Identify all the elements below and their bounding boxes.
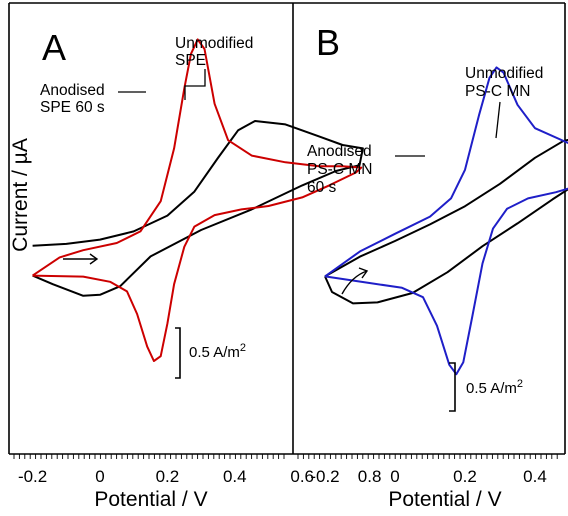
panel-a-curves bbox=[32, 38, 364, 362]
x-tick-label: 0.6 bbox=[290, 467, 314, 486]
plot-frame bbox=[8, 2, 566, 455]
annotation-anodised-psc: Anodised PS-C MN 60 s bbox=[307, 143, 377, 196]
annotation-unmodified-spe-leader bbox=[184, 69, 206, 100]
panel-a-y-axis-title: Current / µA bbox=[9, 138, 32, 252]
series-line-a-1 bbox=[32, 38, 363, 362]
scan-direction-arrow bbox=[63, 253, 99, 265]
x-tick-label: 0.4 bbox=[523, 467, 547, 486]
panel-b: B -0.200.20.40.60.8 Potential / V Unmodi… bbox=[307, 22, 568, 511]
x-axis-ticks bbox=[13, 454, 558, 459]
x-tick-label: 0.4 bbox=[223, 467, 247, 486]
annotation-unmodified-psc: Unmodified PS-C MN bbox=[465, 65, 548, 100]
x-tick-label: 0 bbox=[95, 467, 104, 486]
panel-a-letter: A bbox=[42, 27, 66, 68]
panel-b-tick-labels: -0.200.20.40.60.8 bbox=[310, 467, 547, 486]
x-tick-label: 0.2 bbox=[156, 467, 180, 486]
x-tick-label: 0.8 bbox=[358, 467, 382, 486]
series-line-b-1 bbox=[324, 66, 568, 376]
panel-a-scale-bar: 0.5 A/m2 bbox=[175, 327, 246, 379]
series-line-a-0 bbox=[32, 120, 364, 297]
annotation-anodised-spe: Anodised SPE 60 s bbox=[40, 82, 109, 116]
panel-b-scale-label: 0.5 A/m2 bbox=[466, 378, 523, 397]
x-tick-label: -0.2 bbox=[18, 467, 47, 486]
scan-direction-arrow-b bbox=[341, 267, 369, 295]
series-line-b-0 bbox=[324, 138, 568, 305]
x-tick-label: 0 bbox=[390, 467, 399, 486]
panel-b-x-axis-title: Potential / V bbox=[388, 488, 501, 511]
x-tick-label: -0.2 bbox=[310, 467, 339, 486]
panel-a-scale-label: 0.5 A/m2 bbox=[189, 342, 246, 361]
panel-b-scale-bar: 0.5 A/m2 bbox=[449, 362, 523, 412]
x-tick-label: 0.2 bbox=[453, 467, 477, 486]
panel-a-x-axis-title: Potential / V bbox=[94, 488, 207, 511]
annotation-unmodified-spe: Unmodified SPE bbox=[175, 35, 258, 69]
panel-a-tick-labels: -0.2 0 0.2 0.4 0.6 0.8 bbox=[18, 467, 381, 486]
panel-b-curves bbox=[324, 66, 568, 376]
annotation-unmodified-psc-leader bbox=[495, 101, 501, 139]
panel-b-letter: B bbox=[316, 22, 340, 63]
panel-a: A -0.2 0 0.2 0.4 0.6 0.8 Potential / V Curren… bbox=[9, 27, 381, 511]
